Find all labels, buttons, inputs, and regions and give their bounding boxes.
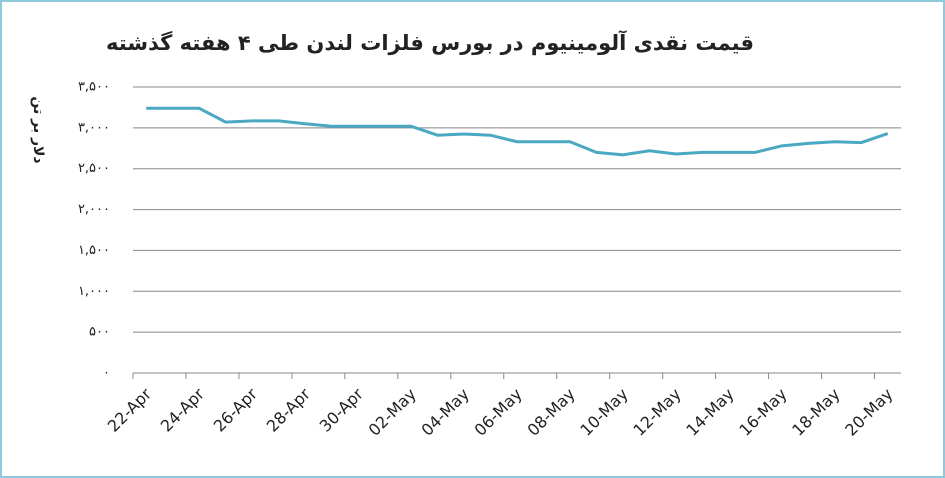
x-tick-label: 18-May [788, 384, 843, 439]
x-tick-label: 02-May [365, 384, 420, 439]
y-axis-label: دلار بر تن [30, 96, 46, 163]
y-tick-label: ۱,۵۰۰ [78, 243, 110, 258]
y-tick-label: ۰ [103, 366, 110, 381]
x-tick-label: 06-May [471, 384, 526, 439]
y-tick-label: ۳,۰۰۰ [78, 120, 110, 135]
x-tick-label: 28-Apr [263, 384, 315, 436]
y-tick-label: ۲,۰۰۰ [78, 202, 110, 217]
x-tick-label: 24-Apr [157, 384, 209, 436]
x-tick-label: 22-Apr [104, 384, 156, 436]
y-tick-label: ۲,۵۰۰ [78, 161, 110, 176]
y-tick-label: ۳,۵۰۰ [78, 80, 110, 95]
x-tick-label: 26-Apr [210, 384, 262, 436]
x-tick-label: 08-May [523, 384, 578, 439]
x-tick-label: 04-May [418, 384, 473, 439]
x-tick-label: 20-May [841, 384, 896, 439]
y-tick-label: ۵۰۰ [89, 325, 110, 340]
x-tick-label: 10-May [576, 384, 631, 439]
x-tick-label: 14-May [682, 384, 737, 439]
line-series [146, 106, 889, 157]
x-tick-label: 12-May [629, 384, 684, 439]
x-tick-label: 16-May [735, 384, 790, 439]
x-tick-label: 30-Apr [316, 384, 368, 436]
chart-title: قیمت نقدی آلومینیوم در بورس فلزات لندن ط… [106, 30, 754, 55]
y-tick-label: ۱,۰۰۰ [78, 284, 110, 299]
